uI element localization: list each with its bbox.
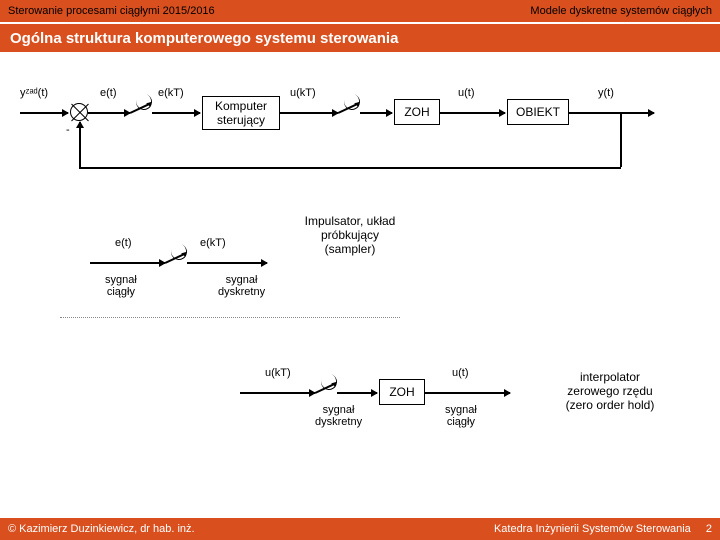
box-obiekt: OBIEKT — [507, 99, 569, 125]
arrow-ut-2 — [425, 392, 510, 394]
arrow-et — [88, 112, 130, 114]
arrow-ekt-2 — [187, 262, 267, 264]
footer-right-wrap: Katedra Inżynierii Systemów Sterowania 2 — [494, 523, 712, 535]
footer-left: © Kazimierz Duzinkiewicz, dr hab. inż. — [8, 523, 195, 535]
arrow-to-zoh — [360, 112, 392, 114]
label-yt: y(t) — [598, 87, 614, 99]
label-sig-ciagly: sygnał ciągły — [105, 274, 137, 298]
caption-sampler: Impulsator, układ próbkujący (sampler) — [280, 214, 420, 256]
box-komputer: Komputer sterujący — [202, 96, 280, 130]
feedback-v1 — [620, 112, 622, 167]
header-left: Sterowanie procesami ciągłymi 2015/2016 — [8, 5, 215, 17]
footer-right: Katedra Inżynierii Systemów Sterowania — [494, 523, 691, 535]
label-sig-dyskretny-2: sygnał dyskretny — [315, 404, 362, 428]
dotted-line — [60, 317, 400, 318]
arrow-ukt-2 — [240, 392, 315, 394]
label-yzad: yᶻᵃᵈ(t) — [20, 87, 48, 99]
feedback-v2 — [79, 122, 81, 168]
arrow-yt — [569, 112, 654, 114]
label-ekt-2: e(kT) — [200, 237, 226, 249]
header-bar: Sterowanie procesami ciągłymi 2015/2016 … — [0, 0, 720, 22]
arrow-ekt — [152, 112, 200, 114]
arrow-ukt — [280, 112, 338, 114]
caption-interp: interpolator zerowego rzędu (zero order … — [540, 370, 680, 412]
arrow-to-zoh-2 — [337, 392, 377, 394]
title: Ogólna struktura komputerowego systemu s… — [10, 30, 398, 47]
label-et-2: e(t) — [115, 237, 132, 249]
title-bar: Ogólna struktura komputerowego systemu s… — [0, 24, 720, 52]
arrow-et-2 — [90, 262, 165, 264]
arrow-yzad — [20, 112, 68, 114]
diagram-sampler: e(t) e(kT) sygnał ciągły sygnał dyskretn… — [70, 232, 420, 342]
label-ut-2: u(t) — [452, 367, 469, 379]
label-sig-ciagly-2: sygnał ciągły — [445, 404, 477, 428]
label-ukt-1: u(kT) — [290, 87, 316, 99]
feedback-h — [79, 167, 621, 169]
diagram-zoh: u(kT) ZOH u(t) sygnał dyskretny sygnał c… — [220, 362, 680, 472]
label-ekt-1: e(kT) — [158, 87, 184, 99]
header-right: Modele dyskretne systemów ciągłych — [530, 5, 712, 17]
label-ut-1: u(t) — [458, 87, 475, 99]
box-zoh-1: ZOH — [394, 99, 440, 125]
arrow-ut — [440, 112, 505, 114]
page-number: 2 — [706, 523, 712, 535]
diagram-main-loop: yᶻᵃᵈ(t) - e(t) e(kT) Komputer sterujący … — [0, 72, 720, 192]
box-zoh-2: ZOH — [379, 379, 425, 405]
summing-junction — [70, 103, 88, 121]
label-sig-dyskretny: sygnał dyskretny — [218, 274, 265, 298]
label-ukt-2: u(kT) — [265, 367, 291, 379]
label-et-1: e(t) — [100, 87, 117, 99]
footer-bar: © Kazimierz Duzinkiewicz, dr hab. inż. K… — [0, 518, 720, 540]
label-minus: - — [66, 124, 70, 136]
